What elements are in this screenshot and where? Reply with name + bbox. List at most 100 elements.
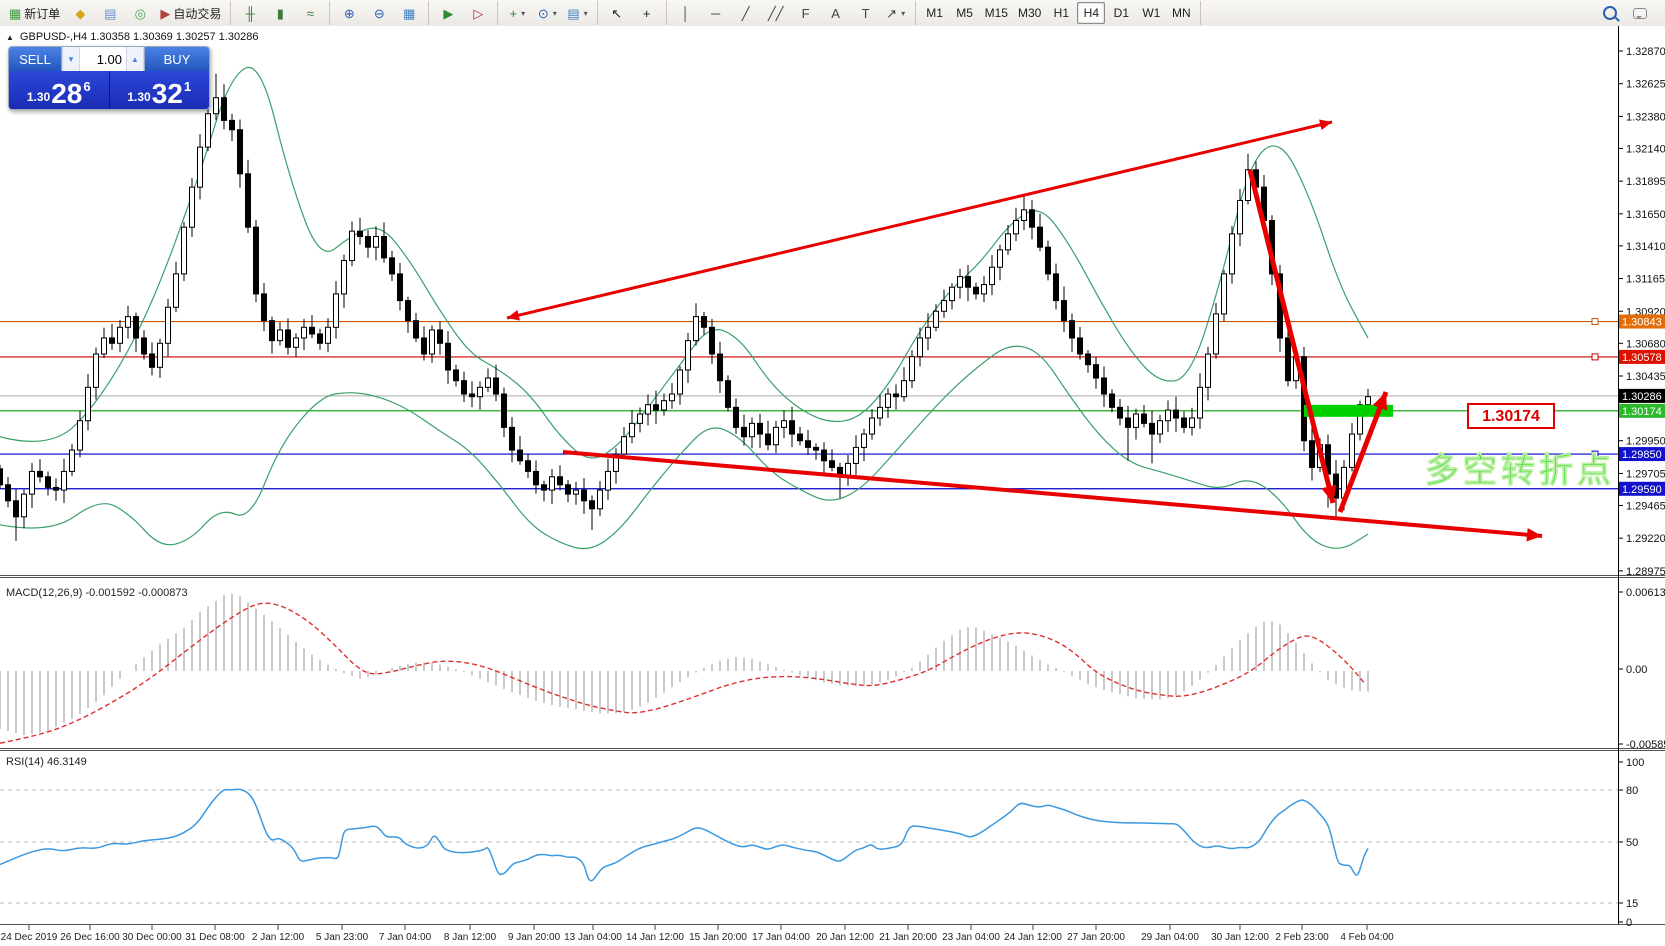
text-label-button[interactable]: T — [852, 2, 880, 24]
rsi-tick-label: 100 — [1626, 757, 1644, 769]
time-tick-label[interactable]: 30 Dec 00:00 — [122, 932, 182, 943]
timeframe-mn-button[interactable]: MN — [1167, 2, 1195, 24]
trendline-button[interactable]: ╱ — [732, 2, 760, 24]
bar-chart-button[interactable]: ╫ — [236, 2, 264, 24]
candle-body — [909, 356, 915, 382]
time-tick-label[interactable]: 15 Jan 20:00 — [689, 932, 747, 943]
new-order-button[interactable]: ▦ 新订单 — [5, 2, 64, 24]
candle-body — [1189, 417, 1195, 428]
buy-button[interactable]: BUY — [145, 47, 209, 71]
chart-shift-button[interactable]: ▷ — [464, 2, 492, 24]
macd-tick-label: -0.00585 — [1626, 739, 1665, 751]
chat-button[interactable] — [1626, 2, 1654, 24]
macd-tick-label: 0.006132 — [1626, 587, 1665, 599]
volume-up-button[interactable]: ▲ — [126, 47, 144, 71]
equidistant-channel-button[interactable]: ╱╱ — [762, 2, 790, 24]
time-tick-label[interactable]: 5 Jan 23:00 — [316, 932, 369, 943]
time-tick-label[interactable]: 20 Jan 12:00 — [816, 932, 874, 943]
arrows-button[interactable]: ↗ ▾ — [882, 2, 910, 24]
timeframe-d1-button[interactable]: D1 — [1107, 2, 1135, 24]
data-window-button[interactable]: ▤ — [96, 2, 124, 24]
candle-body — [101, 337, 107, 355]
time-tick-label[interactable]: 26 Dec 16:00 — [60, 932, 120, 943]
hline-anchor-1.30578[interactable] — [1591, 353, 1599, 361]
crosshair-button[interactable]: + — [633, 2, 661, 24]
sell-price-pip: 6 — [83, 79, 91, 94]
templates-button[interactable]: ▤ ▾ — [563, 2, 591, 24]
sell-price-prefix: 1.30 — [26, 90, 51, 104]
candle-body — [1221, 273, 1227, 315]
timeframe-m1-button-label: M1 — [926, 6, 943, 20]
time-tick-label[interactable]: 24 Dec 2019 — [1, 932, 58, 943]
time-tick-label[interactable]: 27 Jan 20:00 — [1067, 932, 1125, 943]
candle-body — [509, 426, 515, 451]
time-tick-label[interactable]: 13 Jan 04:00 — [564, 932, 622, 943]
timeframe-m1-button[interactable]: M1 — [921, 2, 949, 24]
candle-body — [205, 113, 211, 148]
ascending-trendline-arrow-head — [507, 309, 520, 321]
time-tick-label[interactable]: 24 Jan 12:00 — [1004, 932, 1062, 943]
time-tick-label[interactable]: 7 Jan 04:00 — [379, 932, 432, 943]
rsi-tick-label: 80 — [1626, 785, 1638, 797]
candle-body — [533, 470, 539, 486]
time-tick-label[interactable]: 21 Jan 20:00 — [879, 932, 937, 943]
market-watch-button[interactable]: ◆ — [66, 2, 94, 24]
candle-body — [421, 337, 427, 355]
volume-input[interactable] — [80, 47, 126, 71]
time-tick-label[interactable]: 17 Jan 04:00 — [752, 932, 810, 943]
candle-body — [37, 470, 43, 478]
time-tick-label[interactable]: 2 Feb 23:00 — [1275, 932, 1329, 943]
search-button[interactable] — [1596, 2, 1624, 24]
navigator-button[interactable]: ◎ — [126, 2, 154, 24]
time-tick-label[interactable]: 29 Jan 04:00 — [1141, 932, 1199, 943]
timeframe-m5-button[interactable]: M5 — [951, 2, 979, 24]
line-chart-button[interactable]: ≈ — [296, 2, 324, 24]
volume-down-button[interactable]: ▼ — [62, 47, 80, 71]
timeframe-w1-button[interactable]: W1 — [1137, 2, 1165, 24]
time-tick-label[interactable]: 14 Jan 12:00 — [626, 932, 684, 943]
candle-body — [693, 316, 699, 342]
buy-price-display[interactable]: 1.30 32 1 — [108, 71, 209, 109]
rsi-label: RSI(14) 46.3149 — [6, 756, 87, 768]
tile-windows-button[interactable]: ▦ — [395, 2, 423, 24]
fibonacci-button[interactable]: F — [792, 2, 820, 24]
indicators-button[interactable]: + ▾ — [503, 2, 531, 24]
time-tick-label[interactable]: 9 Jan 20:00 — [508, 932, 561, 943]
candle-body — [53, 486, 59, 491]
price-flag-box[interactable] — [1467, 403, 1555, 429]
periods-button[interactable]: ⊙ ▾ — [533, 2, 561, 24]
timeframe-m30-button[interactable]: M30 — [1014, 2, 1045, 24]
price-badge-text: 1.30578 — [1622, 352, 1662, 364]
impulse-down-arrow-head — [1321, 484, 1337, 503]
auto-scroll-button[interactable]: ▶ — [434, 2, 462, 24]
time-tick-label[interactable]: 30 Jan 12:00 — [1211, 932, 1269, 943]
autotrading-button[interactable]: ▶ 自动交易 — [156, 2, 225, 24]
timeframe-h4-button[interactable]: H4 — [1077, 2, 1106, 24]
timeframe-h1-button[interactable]: H1 — [1047, 2, 1075, 24]
candle-body — [1197, 386, 1203, 419]
time-tick-label[interactable]: 23 Jan 04:00 — [942, 932, 1000, 943]
timeframe-m15-button[interactable]: M15 — [981, 2, 1012, 24]
candlestick-chart-button[interactable]: ▮ — [266, 2, 294, 24]
candle-body — [773, 426, 779, 446]
zoom-in-button[interactable]: ⊕ — [335, 2, 363, 24]
sell-price-display[interactable]: 1.30 28 6 — [9, 71, 109, 109]
time-tick-label[interactable]: 8 Jan 12:00 — [444, 932, 497, 943]
time-tick-label[interactable]: 31 Dec 08:00 — [185, 932, 245, 943]
time-tick-label[interactable]: 2 Jan 12:00 — [252, 932, 305, 943]
hline-anchor-1.30843[interactable] — [1591, 318, 1599, 326]
price-chart-canvas[interactable]: 1.30174 多空转折点 1.32870 1.32625 1.32380 1.32140… — [0, 26, 1665, 946]
sell-button[interactable]: SELL — [9, 47, 61, 71]
chevron-down-icon: ▾ — [901, 8, 906, 18]
cursor-button[interactable]: ↖ — [603, 2, 631, 24]
zoom-out-button[interactable]: ⊖ — [365, 2, 393, 24]
price-badge-text: 1.29590 — [1622, 484, 1662, 496]
candle-body — [1133, 413, 1139, 428]
vertical-line-button[interactable]: │ — [672, 2, 700, 24]
time-tick-label[interactable]: 4 Feb 04:00 — [1340, 932, 1394, 943]
collapse-triangle-icon[interactable]: ▲ — [6, 32, 14, 42]
candle-body — [653, 404, 659, 411]
horizontal-line-button[interactable]: ─ — [702, 2, 730, 24]
text-button[interactable]: A — [822, 2, 850, 24]
hline-anchor-1.29850[interactable] — [1591, 450, 1599, 458]
